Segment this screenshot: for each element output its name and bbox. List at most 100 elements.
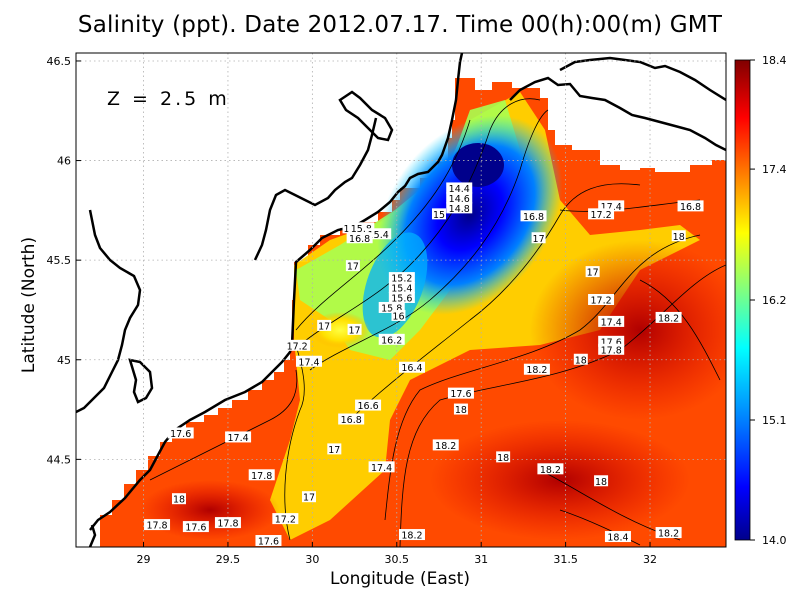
colorbar-tick-label: 15.1 [762, 414, 787, 427]
colorbar-tick-label: 17.4 [762, 163, 787, 176]
contour-label-bg [388, 292, 415, 304]
contour-label-bg [432, 439, 459, 451]
contour-label: 17.2 [590, 210, 611, 221]
contour-label-bg [431, 208, 446, 220]
grid-lines [76, 53, 726, 547]
colorbar-tick-label: 14.0 [762, 534, 787, 547]
contour-label-bg [345, 260, 360, 272]
contour-label: 18.2 [658, 313, 679, 324]
contour-label-bg [301, 491, 316, 503]
contour-label: 14.4 [449, 184, 470, 195]
contour-label-bg [214, 517, 241, 529]
contour-label: 18 [673, 232, 685, 243]
contour-label: 17.6 [601, 337, 622, 348]
coastline-south [88, 524, 97, 547]
contour-label: 17.4 [298, 357, 319, 368]
contour-label: 15.4 [391, 284, 412, 295]
contour-label: 17 [587, 268, 599, 279]
contour-label-bg [398, 361, 425, 373]
contour-line [639, 279, 721, 381]
contour-label: 17.4 [227, 433, 248, 444]
contour-label-bg [671, 230, 686, 242]
x-axis-label: Longitude (East) [330, 569, 470, 589]
contour-label-bg [255, 535, 282, 547]
contour-label: 15.4 [368, 230, 389, 241]
contour-label-bg [447, 387, 474, 399]
contour-label: 17.8 [217, 519, 238, 530]
contour-label: 17.8 [601, 345, 622, 356]
contour-label: 17 [328, 445, 340, 456]
contour-label: 17.4 [371, 463, 392, 474]
contour-label: 17.4 [601, 202, 622, 213]
contour-label-bg [398, 529, 425, 541]
lagoon [128, 358, 154, 404]
coastline-peninsula [559, 56, 726, 102]
contour-label: 17.2 [287, 341, 308, 352]
contour-label: 18.2 [526, 365, 547, 376]
coastline [76, 53, 726, 547]
contour-label-bg [368, 461, 395, 473]
contour-label-bg [225, 431, 252, 443]
contour-label: 18 [455, 405, 467, 416]
contour-label: 17.6 [450, 389, 471, 400]
x-tick-label: 30.5 [385, 553, 410, 566]
contour-label: 16.4 [401, 363, 422, 374]
contour-label: 18.2 [540, 465, 561, 476]
contour-label-bg [317, 319, 332, 331]
contour-label: 15.6 [391, 294, 412, 305]
red-patch-south [430, 420, 690, 540]
contour-label-bg [348, 222, 375, 234]
contour-label: 17.6 [185, 523, 206, 534]
contour-label: 17.2 [275, 515, 296, 526]
contour-label-bg [520, 210, 547, 222]
contour-label-bg [388, 282, 415, 294]
contour-label-bg [391, 309, 406, 321]
contour-label: 16.2 [381, 335, 402, 346]
x-tick-label: 29.5 [216, 553, 241, 566]
y-axis-ticks: 44.5 45 45.5 46 46.5 [47, 55, 81, 466]
contour-label: 17.6 [258, 537, 279, 548]
contour-label-bg [346, 232, 373, 244]
contour-label: 16.8 [341, 415, 362, 426]
contour-label: 15 [433, 210, 445, 221]
y-tick-label: 44.5 [47, 453, 72, 466]
contour-label: 16.8 [523, 212, 544, 223]
red-patch-east [530, 240, 726, 420]
contour-label-bg [378, 301, 405, 313]
contour-label: 18 [497, 453, 509, 464]
plot-title: Salinity (ppt). Date 2012.07.17. Time 00… [77, 12, 723, 38]
contour-label-bg [347, 323, 362, 335]
contour-label-bg [388, 272, 415, 284]
contour-label-bg [453, 403, 468, 415]
x-tick-label: 31 [474, 553, 488, 566]
contour-label-bg [655, 527, 682, 539]
contour-label-bg [598, 200, 625, 212]
colorbar-ticks: 14.0 15.1 16.2 17.4 18.4 [750, 54, 787, 547]
x-tick-label: 30 [305, 553, 319, 566]
contour-line [559, 509, 641, 546]
colorbar-tick-label: 16.2 [762, 294, 787, 307]
contour-label-bg [327, 443, 342, 455]
estuary-inlet [338, 90, 394, 142]
contour-label-bg [365, 228, 392, 240]
contour-label-bg [677, 200, 704, 212]
contour-label-bg [182, 521, 209, 533]
contour-label: 17.2 [590, 296, 611, 307]
depth-label: Z = 2.5 m [107, 88, 230, 110]
contour-label: 16 [392, 311, 404, 322]
contour-line [349, 183, 641, 421]
contour-label-bg [537, 463, 564, 475]
contour-label: 16.8 [680, 202, 701, 213]
contour-label-bg [598, 335, 625, 347]
contour-line [399, 264, 726, 547]
contour-label-bg [598, 315, 625, 327]
x-axis-ticks: 29 29.5 30 30.5 31 31.5 32 [137, 542, 657, 566]
contour-label: 17.8 [251, 471, 272, 482]
contour-label-bg [248, 469, 275, 481]
coastline-ne [509, 76, 726, 152]
contour-label-bg [496, 451, 511, 463]
contour-label: 15.8 [351, 224, 372, 235]
contour-label: 14.6 [449, 194, 470, 205]
contour-label: 18.2 [401, 531, 422, 542]
y-tick-label: 45.5 [47, 254, 72, 267]
